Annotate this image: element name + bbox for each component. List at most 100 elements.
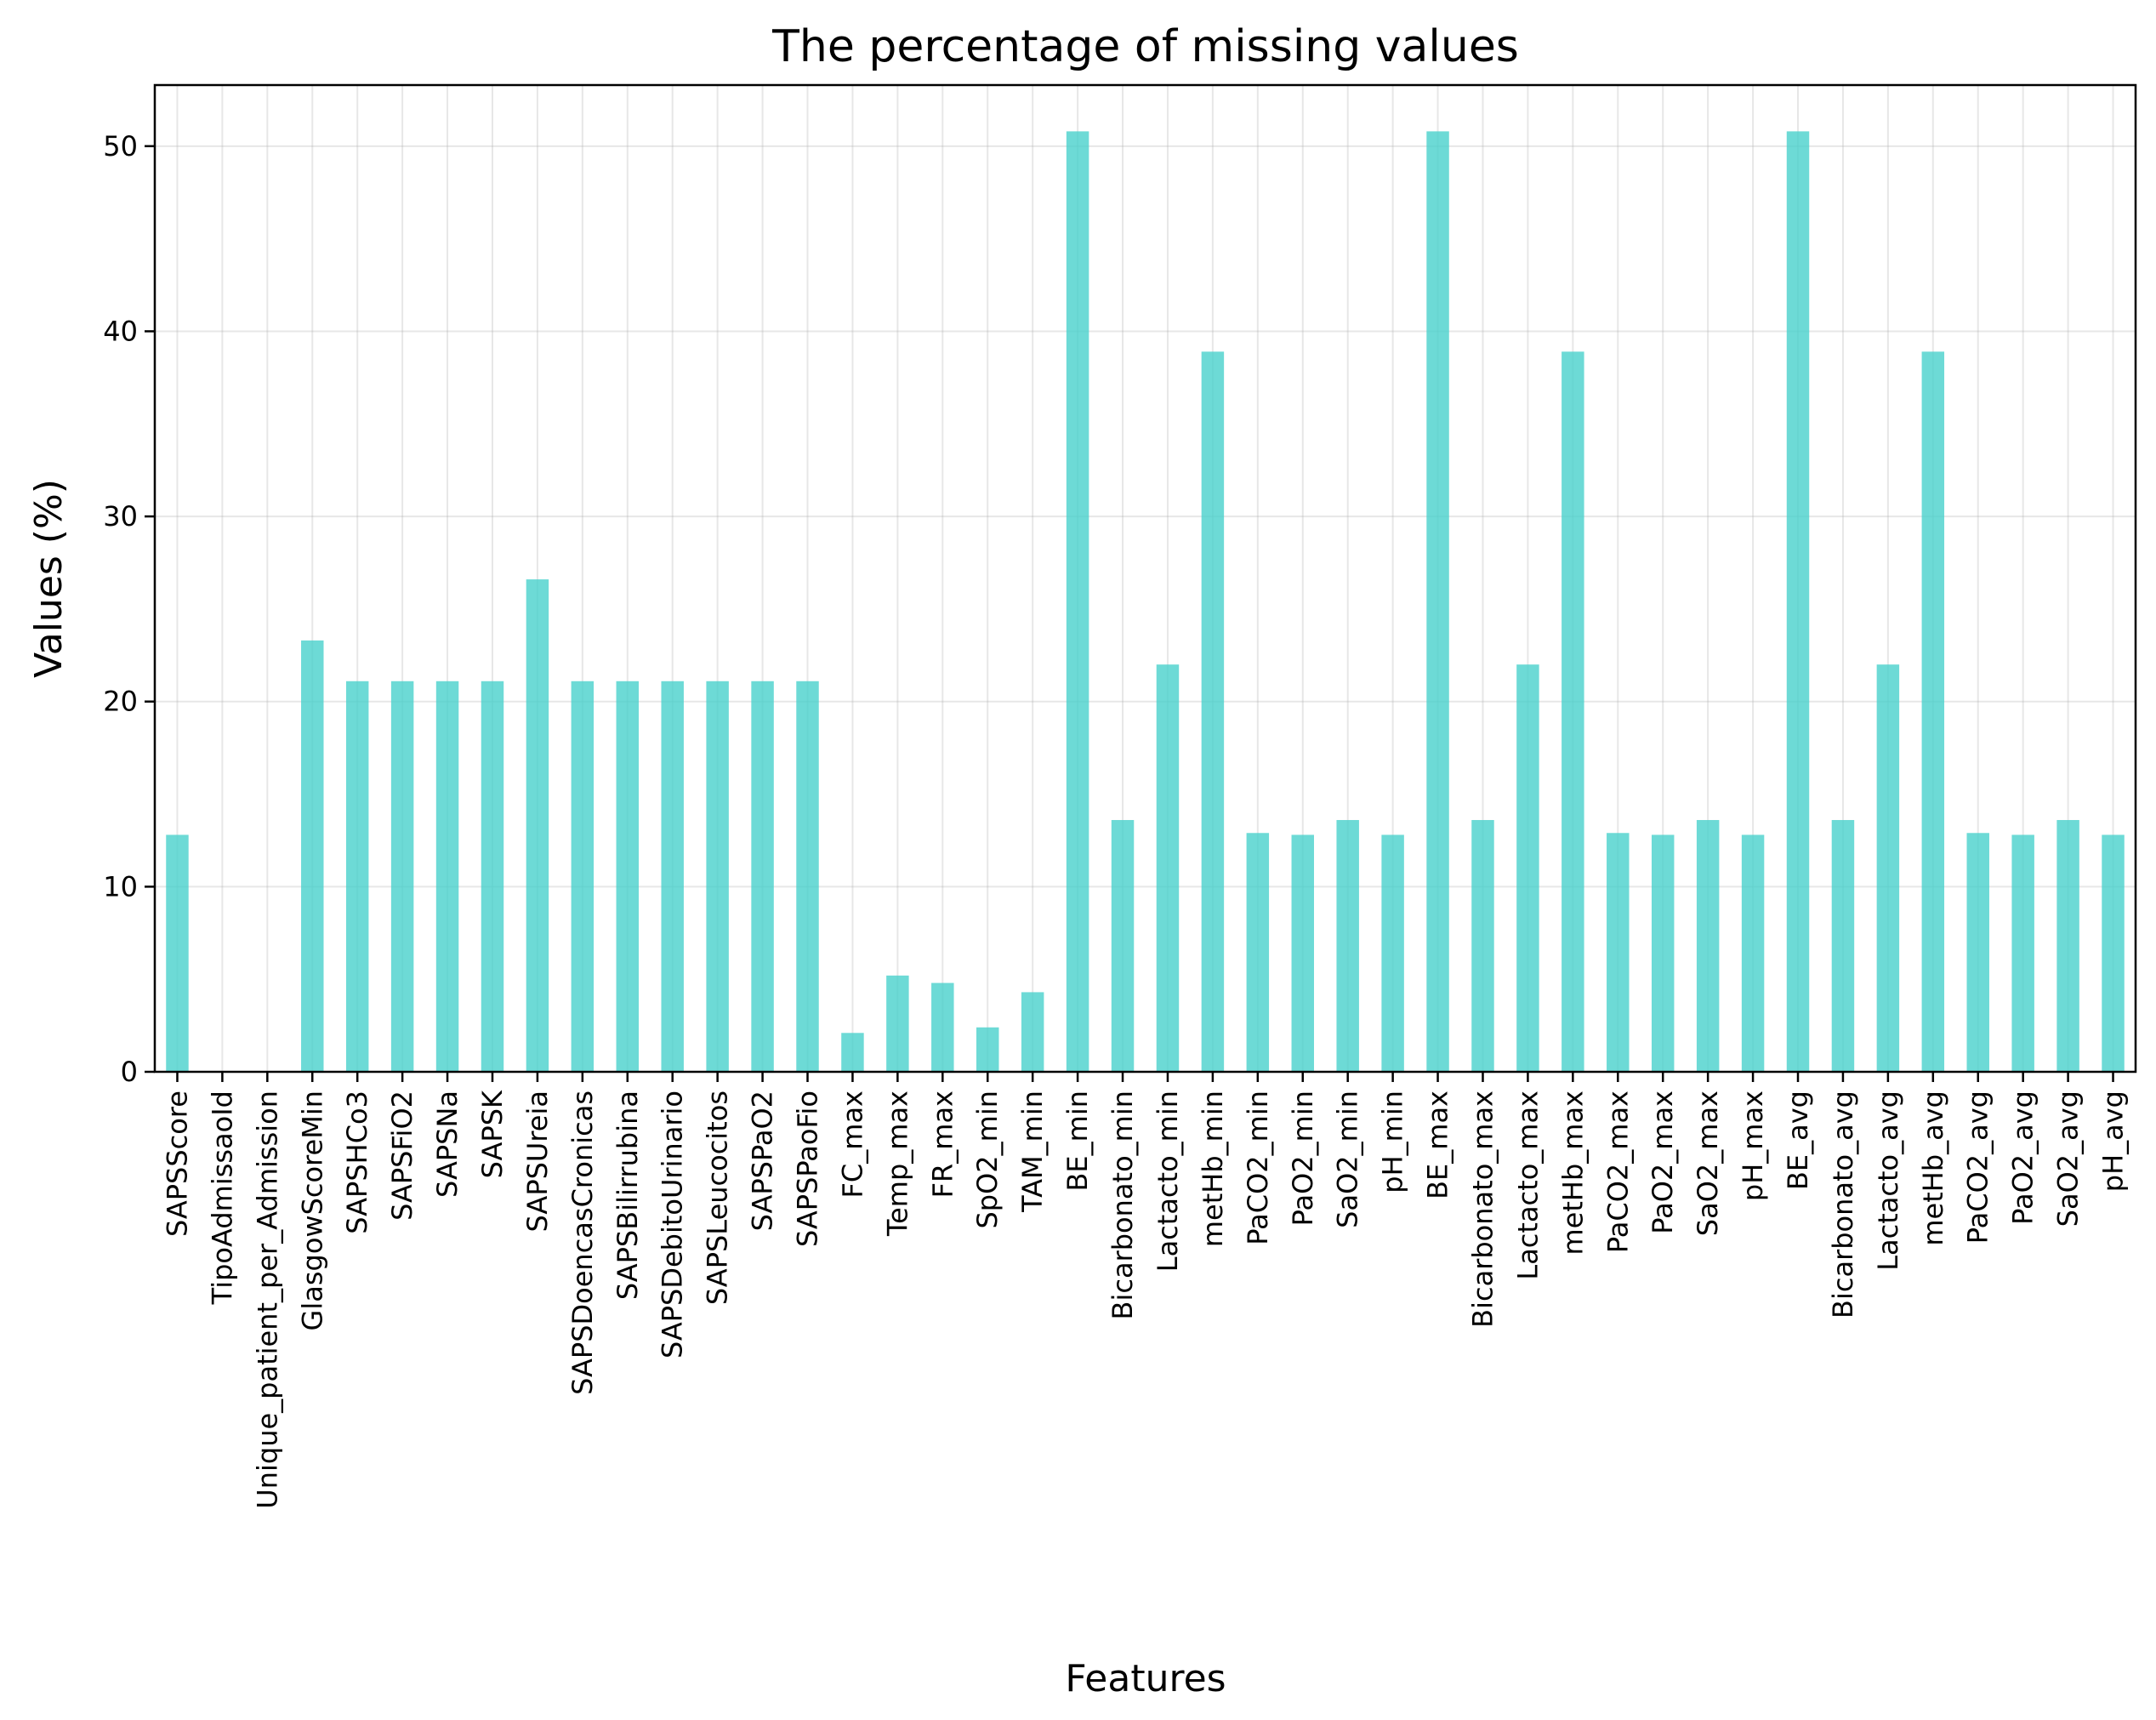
y-tick-label: 30: [103, 500, 138, 533]
bar: [931, 982, 954, 1072]
bar: [1516, 664, 1539, 1072]
y-axis-ticks: 0 10 20 30 40 50: [103, 130, 155, 1088]
x-tick-label: SAPSHCo3: [341, 1091, 373, 1234]
x-tick-label: PaO2_avg: [2007, 1091, 2039, 1225]
bar: [1696, 820, 1720, 1072]
bar: [1651, 834, 1675, 1072]
x-tick-label: SaO2_min: [1332, 1091, 1364, 1228]
bar: [166, 834, 189, 1072]
x-axis-ticks: SAPSScore TipoAdmissaoId Unique_patient_pe…: [161, 1072, 2130, 1509]
bar: [526, 579, 549, 1072]
bar: [616, 681, 640, 1072]
x-tick-label: SAPSNa: [431, 1091, 464, 1198]
x-tick-label: pH_avg: [2097, 1091, 2130, 1192]
bar: [1876, 664, 1900, 1072]
x-tick-label: Bicarbonato_max: [1466, 1091, 1499, 1328]
x-tick-label: SpO2_min: [971, 1091, 1004, 1229]
x-tick-label: Bicarbonato_min: [1106, 1091, 1139, 1319]
x-tick-label: FC_max: [836, 1091, 868, 1198]
bar: [841, 1033, 864, 1072]
x-tick-label: Bicarbonato_avg: [1827, 1091, 1859, 1318]
bar: [1471, 820, 1494, 1072]
bar: [976, 1027, 999, 1072]
bar: [1021, 992, 1044, 1072]
bar: [435, 681, 459, 1072]
x-tick-label: metHb_max: [1556, 1091, 1589, 1256]
bar: [1111, 820, 1135, 1072]
x-tick-label: FR_max: [926, 1091, 959, 1198]
bar: [1607, 833, 1630, 1072]
bar: [886, 975, 909, 1072]
x-tick-label: SAPSDoencasCronicas: [566, 1091, 599, 1395]
y-tick-label: 20: [103, 686, 138, 718]
bar: [1066, 131, 1089, 1072]
bar: [1246, 833, 1270, 1072]
bar: [1156, 664, 1180, 1072]
x-tick-label: SAPSK: [476, 1090, 509, 1178]
bar: [1426, 131, 1449, 1072]
bar: [2102, 834, 2125, 1072]
bar: [1291, 834, 1314, 1072]
x-tick-label: SAPSPaoFio: [792, 1091, 824, 1247]
bar: [661, 681, 684, 1072]
bar: [751, 681, 774, 1072]
bar: [796, 681, 819, 1072]
bar: [1786, 131, 1810, 1072]
x-tick-label: SAPSDebitoUrinario: [657, 1091, 689, 1358]
x-tick-label: SAPSBilirrubina: [612, 1091, 644, 1300]
x-tick-label: TAM_min: [1016, 1091, 1049, 1213]
x-tick-label: PaCO2_avg: [1962, 1091, 1994, 1244]
x-tick-label: pH_min: [1377, 1091, 1409, 1193]
x-tick-label: GlasgowScoreMin: [296, 1091, 328, 1330]
y-tick-label: 0: [121, 1056, 138, 1088]
bars: [166, 131, 2125, 1072]
chart-title: The percentage of missing values: [771, 21, 1519, 72]
bar: [706, 681, 729, 1072]
x-tick-label: Lactacto_max: [1511, 1091, 1544, 1280]
bar: [1381, 834, 1404, 1072]
bar: [1562, 351, 1584, 1072]
x-tick-label: SAPSPaO2: [747, 1091, 779, 1231]
x-tick-label: Lactacto_min: [1152, 1091, 1184, 1272]
bar: [571, 681, 594, 1072]
x-tick-label: BE_min: [1061, 1091, 1094, 1192]
y-tick-label: 10: [103, 870, 138, 903]
bar: [2011, 834, 2034, 1072]
y-tick-label: 40: [103, 315, 138, 347]
x-tick-label: PaO2_max: [1647, 1091, 1679, 1234]
bar: [481, 681, 504, 1072]
x-tick-label: SAPSUreia: [521, 1091, 554, 1232]
x-tick-label: TipoAdmissaoId: [206, 1091, 238, 1305]
x-tick-label: BE_max: [1422, 1091, 1454, 1199]
x-tick-label: SAPSLeucocitos: [702, 1091, 734, 1305]
x-tick-label: metHb_avg: [1917, 1091, 1949, 1246]
x-axis-label: Features: [1065, 1657, 1226, 1700]
x-tick-label: metHb_min: [1197, 1091, 1229, 1247]
x-tick-label: Temp_max: [881, 1091, 913, 1237]
x-tick-label: SaO2_max: [1692, 1091, 1724, 1236]
x-tick-label: Lactacto_avg: [1872, 1091, 1904, 1271]
bar: [301, 640, 324, 1072]
bar: [1201, 351, 1225, 1072]
bar: [1966, 833, 1989, 1072]
bar: [1921, 351, 1945, 1072]
bar: [390, 681, 414, 1072]
x-tick-label: pH_max: [1737, 1091, 1769, 1201]
x-tick-label: SAPSScore: [161, 1091, 193, 1237]
x-tick-label: PaCO2_max: [1601, 1091, 1634, 1253]
bar: [1831, 820, 1855, 1072]
x-tick-label: BE_avg: [1782, 1091, 1814, 1190]
x-tick-label: SaO2_avg: [2052, 1091, 2085, 1227]
bar: [345, 681, 369, 1072]
y-tick-label: 50: [103, 130, 138, 162]
bar: [1741, 834, 1765, 1072]
bar: [2056, 820, 2079, 1072]
x-tick-label: PaCO2_min: [1242, 1091, 1274, 1245]
x-tick-label: SAPSFiO2: [386, 1091, 418, 1221]
x-tick-label: PaO2_min: [1287, 1091, 1319, 1226]
x-tick-label: Unique_patient_per_Admission: [251, 1091, 283, 1509]
y-axis-label: Values (%): [27, 479, 71, 678]
bar: [1336, 820, 1359, 1072]
plot-frame: [153, 83, 2137, 1074]
